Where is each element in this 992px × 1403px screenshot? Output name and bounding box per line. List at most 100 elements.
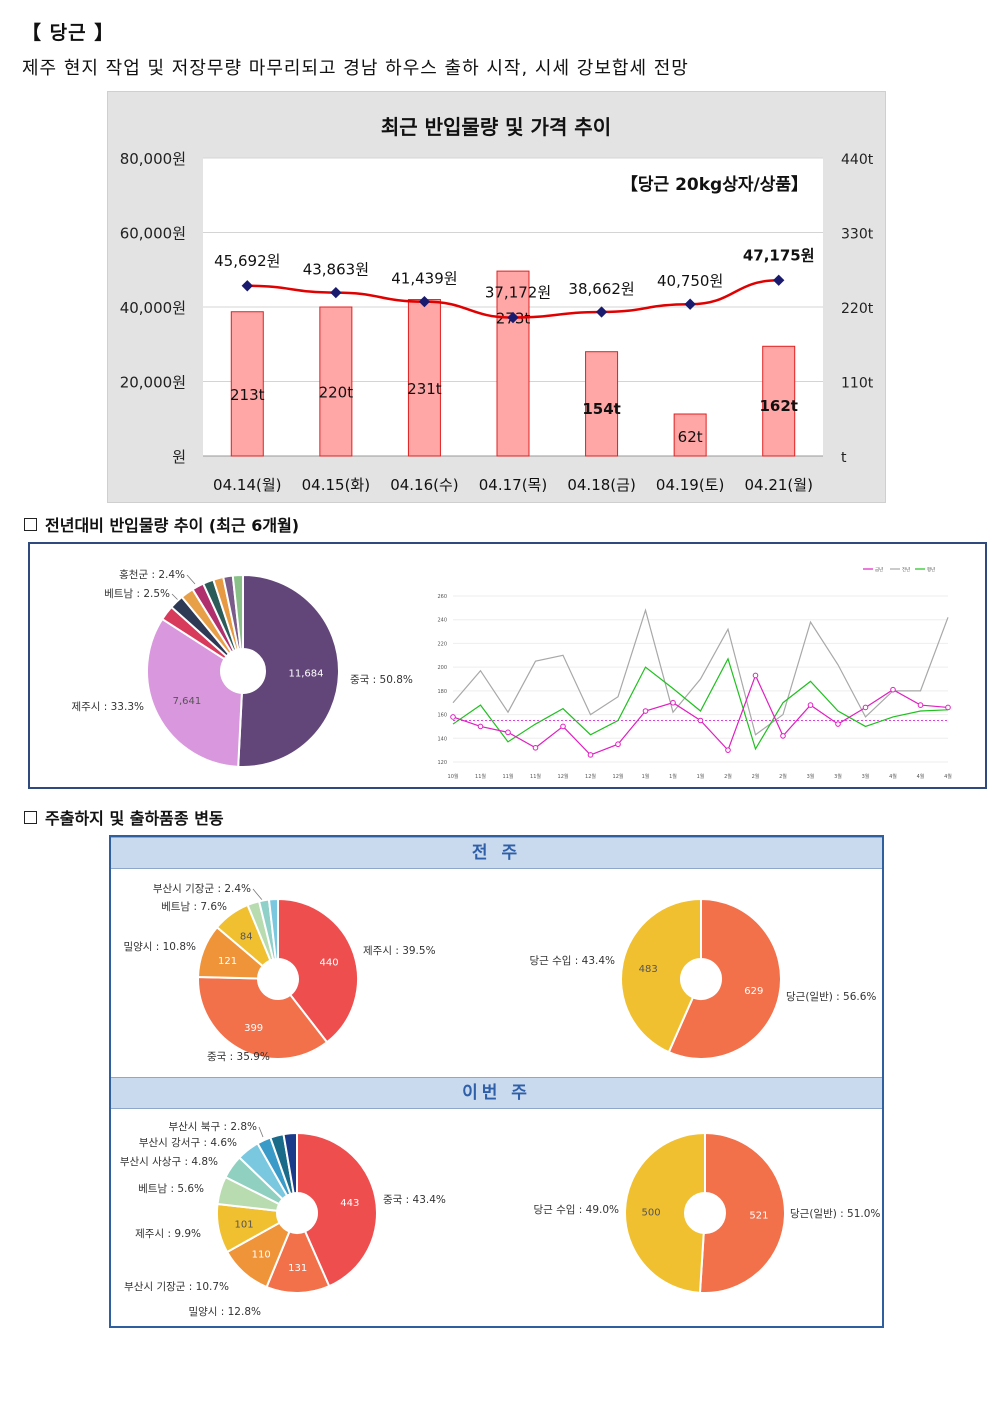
pie-slice bbox=[231, 573, 244, 651]
x-tick: 11월 bbox=[530, 773, 541, 780]
y-left-tick: 원 bbox=[172, 448, 186, 466]
pie-slice bbox=[296, 1131, 378, 1288]
series-point bbox=[807, 702, 814, 708]
shipping-panel: 전 주 이번 주 440 제주시 : 39.5% 399 중국 : 35.9% 121 밀… bbox=[109, 835, 884, 1328]
volume-label: 154t bbox=[582, 400, 620, 418]
x-tick-label: 04.21(월) bbox=[744, 476, 812, 494]
volume-bar bbox=[496, 270, 530, 457]
y-tick: 160 bbox=[437, 713, 447, 719]
volume-label: 231t bbox=[407, 380, 442, 398]
pie-slice bbox=[667, 897, 782, 1060]
volume-bar bbox=[585, 351, 619, 457]
yoy-panel-svg: 11,684 중국 : 50.8% 7,641 제주시 : 33.3% 베트남 : 2.… bbox=[71, 566, 952, 780]
slice-label: 베트남 : 2.5% bbox=[104, 588, 170, 600]
slice-label: 밀양시 : 10.8% bbox=[123, 941, 196, 953]
pie-slice bbox=[197, 975, 329, 1060]
y-tick: 220 bbox=[437, 641, 447, 647]
leader-line bbox=[186, 574, 196, 585]
x-tick: 10월 bbox=[448, 773, 459, 780]
legend-label: 금년 bbox=[875, 566, 883, 573]
series-point bbox=[642, 708, 649, 714]
slice-label: 제주시 : 39.5% bbox=[363, 945, 436, 957]
price-marker bbox=[684, 298, 696, 310]
slice-label: 홍천군 : 2.4% bbox=[119, 568, 185, 581]
pie-slice bbox=[620, 897, 702, 1054]
section-heading-shipping-label: 주출하지 및 출하품종 변동 bbox=[45, 809, 224, 828]
legend-label: 전년 bbox=[902, 566, 910, 573]
slice-value: 11,684 bbox=[288, 669, 323, 680]
price-volume-chart: 최근 반입물량 및 가격 추이 【당근 20kg상자/상품】 80,000원 60,0… bbox=[107, 91, 886, 503]
volume-label: 162t bbox=[759, 397, 797, 415]
series-point bbox=[587, 752, 594, 758]
series-point bbox=[890, 686, 896, 693]
y-left-tick: 40,000원 bbox=[120, 299, 186, 317]
series-point bbox=[917, 702, 924, 708]
slice-label: 제주시 : 9.9% bbox=[135, 1228, 201, 1240]
series-point bbox=[780, 733, 786, 739]
x-tick: 1월 bbox=[697, 773, 705, 780]
x-tick-label: 04.17(목) bbox=[479, 476, 547, 494]
x-tick: 3월 bbox=[834, 773, 842, 780]
slice-value: 629 bbox=[744, 986, 763, 997]
series-point bbox=[752, 672, 759, 679]
series-point bbox=[615, 741, 621, 748]
x-tick: 12월 bbox=[585, 773, 596, 780]
slice-label: 당근 수입 : 43.4% bbox=[529, 954, 615, 967]
x-tick-label: 04.19(토) bbox=[656, 476, 724, 494]
x-tick: 11월 bbox=[503, 773, 514, 780]
volume-bar bbox=[673, 413, 707, 457]
series-point bbox=[532, 744, 539, 751]
slice-label: 베트남 : 5.6% bbox=[138, 1183, 204, 1195]
band-this-week: 이번 주 bbox=[111, 1077, 882, 1109]
y-right-tick: 220t bbox=[841, 301, 874, 317]
checkbox-icon bbox=[24, 517, 37, 531]
pie-slice bbox=[267, 897, 279, 961]
slice-label: 당근 수입 : 49.0% bbox=[533, 1203, 619, 1216]
pie-slice bbox=[698, 1131, 786, 1294]
chart-title: 최근 반입물량 및 가격 추이 bbox=[381, 115, 611, 139]
x-tick: 2월 bbox=[752, 773, 760, 780]
checkbox-icon bbox=[24, 810, 37, 824]
x-tick-label: 04.14(월) bbox=[213, 476, 281, 494]
series-point bbox=[477, 723, 484, 730]
series-point bbox=[450, 714, 456, 720]
x-tick: 1월 bbox=[669, 773, 677, 780]
series-line-금년 bbox=[452, 673, 949, 756]
series-point bbox=[560, 723, 566, 730]
y-left-tick: 80,000원 bbox=[120, 150, 186, 168]
price-label: 40,750원 bbox=[657, 272, 723, 290]
slice-value: 483 bbox=[639, 964, 658, 975]
price-marker bbox=[330, 286, 342, 299]
y-tick: 200 bbox=[437, 665, 447, 671]
section-heading-yoy-label: 전년대비 반입물량 추이 (최근 6개월) bbox=[45, 516, 300, 535]
x-tick: 4월 bbox=[917, 773, 925, 780]
slice-value: 110 bbox=[252, 1249, 271, 1260]
price-marker bbox=[595, 306, 608, 318]
slice-label: 당근(일반) : 56.6% bbox=[786, 990, 876, 1003]
chart-annotation: 【당근 20kg상자/상품】 bbox=[621, 174, 808, 195]
section-heading-yoy: 전년대비 반입물량 추이 (최근 6개월) bbox=[24, 512, 299, 536]
x-tick-label: 04.15(화) bbox=[302, 476, 370, 494]
volume-bar bbox=[407, 299, 441, 457]
slice-label: 베트남 : 7.6% bbox=[161, 901, 227, 913]
series-point bbox=[725, 747, 731, 753]
slice-value: 121 bbox=[218, 956, 237, 967]
y-right-tick: 330t bbox=[841, 227, 874, 243]
slice-label: 부산시 사상구 : 4.8% bbox=[120, 1156, 218, 1168]
price-label: 37,172원 bbox=[485, 284, 551, 302]
slice-label: 제주시 : 33.3% bbox=[71, 701, 144, 713]
series-point bbox=[697, 717, 704, 724]
price-label: 45,692원 bbox=[214, 252, 280, 270]
slice-label: 밀양시 : 12.8% bbox=[188, 1306, 261, 1318]
slice-value: 101 bbox=[235, 1220, 254, 1231]
price-volume-chart-svg: 최근 반입물량 및 가격 추이 【당근 20kg상자/상품】 80,000원 60,0… bbox=[120, 115, 874, 494]
slice-value: 443 bbox=[340, 1198, 359, 1209]
series-point bbox=[505, 729, 511, 736]
slice-value: 440 bbox=[320, 958, 339, 969]
slice-label: 부산시 기장군 : 10.7% bbox=[124, 1281, 229, 1293]
y-tick: 120 bbox=[437, 760, 447, 766]
price-marker bbox=[418, 295, 431, 308]
slice-value: 399 bbox=[244, 1023, 263, 1034]
price-label: 43,863원 bbox=[303, 261, 369, 279]
x-tick: 4월 bbox=[889, 773, 897, 780]
